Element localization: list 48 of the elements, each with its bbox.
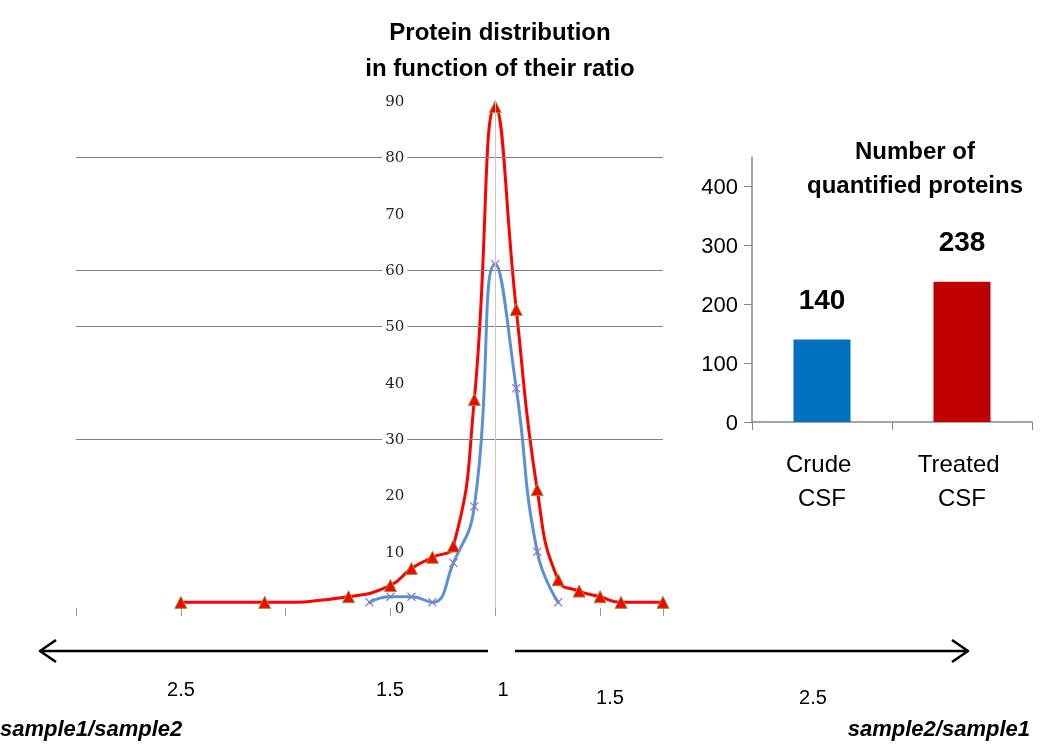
y-tick-label: 0 [394,599,405,617]
x-tick-label: Crude CSF [785,449,859,511]
point [365,597,374,607]
y-tick-label: 400 [701,173,738,199]
y-tick-label: 50 [385,317,405,336]
text: sample1/sample2 [0,716,183,742]
point [174,595,188,609]
text: 1.5 [596,686,624,709]
y-tick-label: 30 [385,430,405,448]
point [593,590,607,604]
point [383,578,397,592]
y-tick-label: 100 [701,350,738,376]
data-label: 140 [798,284,846,316]
x-tick-label: Treated CSF [917,449,1007,511]
point [406,592,416,602]
y-tick-label: 60 [385,261,405,279]
point [551,573,565,587]
y-tick-label: 70 [385,204,405,223]
text: 2.5 [799,686,827,709]
y-tick-label: 90 [385,92,405,110]
point [342,590,356,604]
y-tick-label: 0 [725,409,738,435]
text: 2.5 [167,678,195,701]
point [258,595,272,609]
chart-title: Number of quantified proteins [807,136,1023,198]
point [572,584,586,598]
point [446,539,460,553]
point [404,562,418,576]
y-tick-label: 40 [385,373,405,392]
point [448,558,458,568]
point [532,547,542,557]
y-tick-label: 10 [385,542,405,561]
text: 1 [497,678,509,701]
chart-title: Protein distribution in function of their ratio [365,17,635,81]
text: sample2/sample1 [847,716,1030,742]
point [425,550,439,564]
data-label: 238 [938,226,986,258]
point [509,302,523,316]
point [553,597,563,607]
y-tick-label: 20 [385,486,405,505]
point [656,595,670,609]
y-tick-label: 200 [701,291,738,317]
y-tick-label: 300 [701,232,738,258]
point [614,595,628,609]
text: 1.5 [376,678,404,701]
y-tick-label: 80 [385,148,405,167]
point [530,483,544,497]
point [467,393,481,407]
